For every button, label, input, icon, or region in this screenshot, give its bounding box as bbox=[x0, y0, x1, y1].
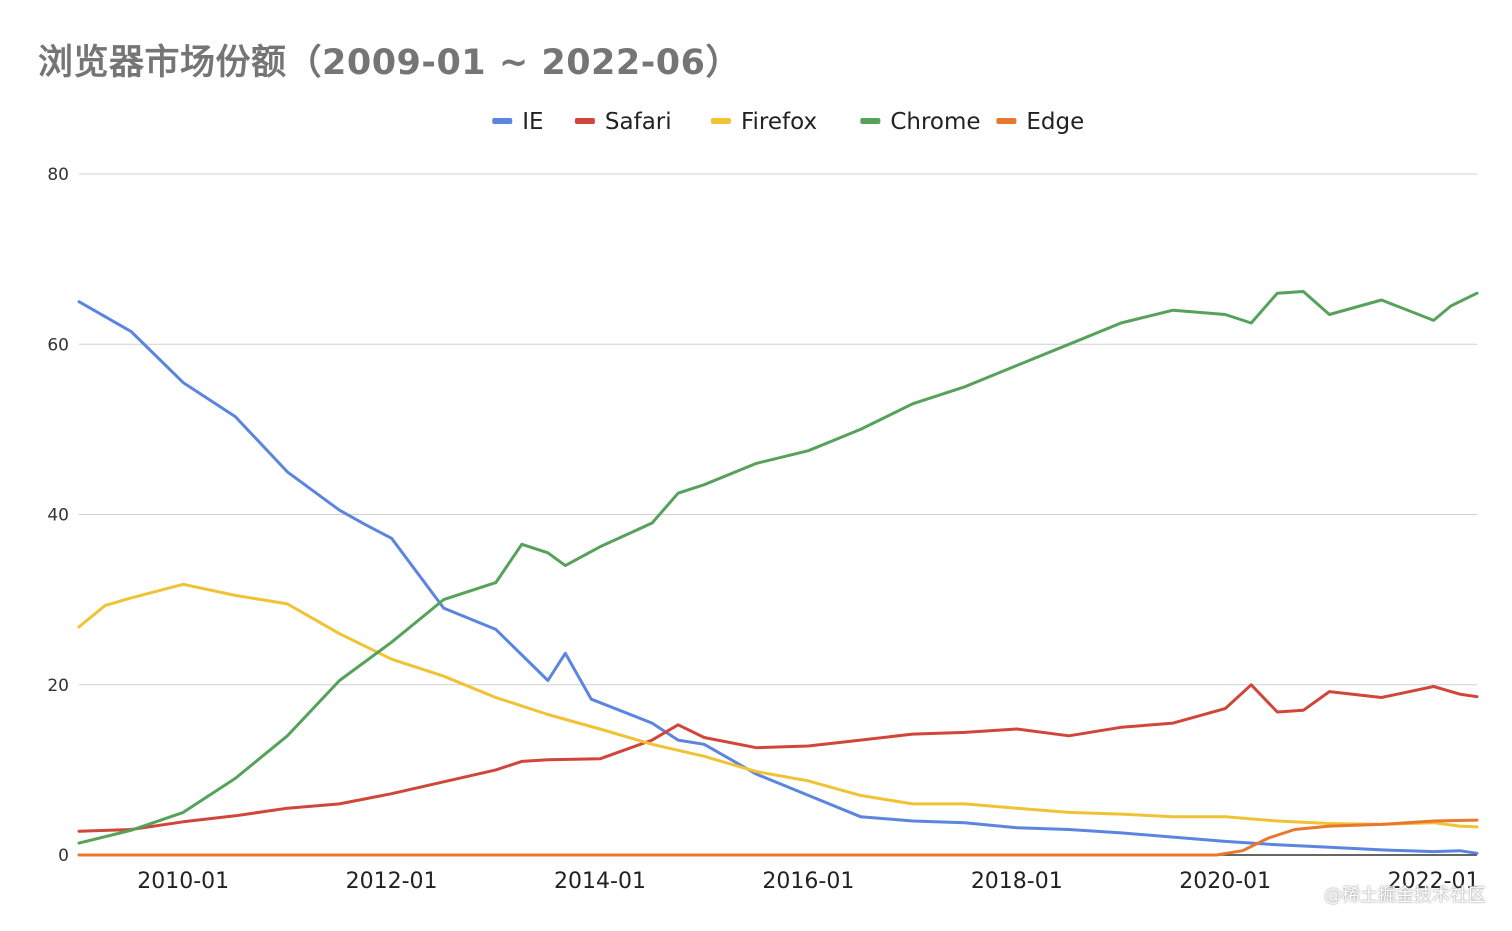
y-tick-label: 60 bbox=[47, 335, 69, 355]
x-tick-label: 2016-01 bbox=[762, 869, 854, 894]
y-tick-label: 20 bbox=[47, 676, 69, 696]
legend: IE Safari Firefox Chrome Edge bbox=[492, 109, 1084, 135]
x-tick-label: 2012-01 bbox=[346, 869, 438, 894]
legend-swatch-firefox bbox=[710, 118, 731, 124]
x-tick-label: 2018-01 bbox=[971, 869, 1063, 894]
legend-label-firefox: Firefox bbox=[741, 109, 817, 135]
series-lines bbox=[77, 290, 1479, 857]
legend-swatch-ie bbox=[492, 118, 513, 124]
legend-swatch-edge bbox=[996, 118, 1017, 124]
axis-labels: 0 20 40 60 80 2010-01 2012-01 2014-01 2016-01 201… bbox=[47, 165, 1479, 894]
legend-label-edge: Edge bbox=[1026, 109, 1084, 135]
watermark: @稀土掘金技术社区 bbox=[1324, 885, 1486, 906]
legend-label-chrome: Chrome bbox=[890, 109, 980, 135]
legend-swatch-chrome bbox=[860, 118, 881, 124]
chart-title: 浏览器市场份额（2009-01 ~ 2022-06） bbox=[38, 43, 741, 83]
y-tick-label: 0 bbox=[58, 846, 69, 866]
legend-label-safari: Safari bbox=[605, 109, 672, 135]
legend-swatch-safari bbox=[574, 118, 595, 124]
series-line-chrome bbox=[77, 290, 1479, 845]
gridlines bbox=[79, 173, 1477, 856]
y-tick-label: 40 bbox=[47, 506, 69, 526]
x-tick-label: 2022-01 bbox=[1388, 869, 1480, 894]
series-line-edge bbox=[77, 818, 1479, 857]
series-line-firefox bbox=[77, 582, 1479, 829]
x-tick-label: 2014-01 bbox=[554, 869, 646, 894]
series-line-ie bbox=[77, 300, 1479, 855]
x-tick-label: 2010-01 bbox=[137, 869, 229, 894]
x-tick-label: 2020-01 bbox=[1179, 869, 1271, 894]
series-line-safari bbox=[77, 683, 1479, 833]
legend-label-ie: IE bbox=[522, 109, 543, 135]
y-tick-label: 80 bbox=[47, 165, 69, 185]
